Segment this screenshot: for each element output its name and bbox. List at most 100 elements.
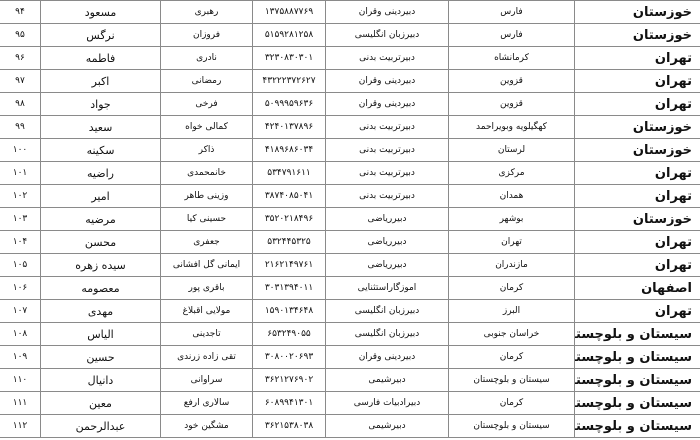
national-code-cell: ۳۰۸۰۰۲۰۶۹۳	[252, 345, 326, 369]
national-code-cell: ۶۵۳۲۴۹۰۵۵	[252, 322, 326, 346]
row-number-cell: ۱۰۸	[0, 322, 41, 346]
national-code-cell: ۴۳۲۲۲۳۷۲۶۲۷	[252, 69, 326, 93]
table-row: تهران قزوین دبیردینی وقران ۴۳۲۲۲۳۷۲۶۲۷ رمضان…	[0, 69, 700, 93]
province-cell: تهران	[574, 161, 700, 185]
table-row: تهران کرمانشاه دبیرتربیت بدنی ۳۲۳۰۸۳۰۳۰۱ ناد…	[0, 46, 700, 70]
origin-province-cell: خراسان جنوبی	[448, 322, 575, 346]
row-number-cell: ۱۰۱	[0, 161, 41, 185]
origin-province-cell: کهگیلویه وبویراحمد	[448, 115, 575, 139]
first-name-cell: فاطمه	[40, 46, 161, 70]
national-code-cell: ۳۵۲۰۲۱۸۴۹۶	[252, 207, 326, 231]
origin-province-cell: سیستان و بلوچستان	[448, 368, 575, 392]
last-name-cell: تقی زاده زرندی	[160, 345, 253, 369]
first-name-cell: سعید	[40, 115, 161, 139]
row-number-cell: ۹۷	[0, 69, 41, 93]
subject-cell: دبیردینی وقران	[325, 92, 449, 116]
last-name-cell: نادری	[160, 46, 253, 70]
last-name-cell: ذاکر	[160, 138, 253, 162]
first-name-cell: نرگس	[40, 23, 161, 47]
province-cell: سیستان و بلوچستان	[574, 391, 700, 415]
origin-province-cell: بوشهر	[448, 207, 575, 231]
subject-cell: دبیرتربیت بدنی	[325, 46, 449, 70]
first-name-cell: راضیه	[40, 161, 161, 185]
origin-province-cell: کرمانشاه	[448, 46, 575, 70]
origin-province-cell: قزوین	[448, 92, 575, 116]
last-name-cell: فرخی	[160, 92, 253, 116]
origin-province-cell: لرستان	[448, 138, 575, 162]
origin-province-cell: کرمان	[448, 391, 575, 415]
first-name-cell: سکینه	[40, 138, 161, 162]
origin-province-cell: البرز	[448, 299, 575, 323]
origin-province-cell: کرمان	[448, 276, 575, 300]
row-number-cell: ۱۱۲	[0, 414, 41, 438]
row-number-cell: ۱۰۲	[0, 184, 41, 208]
origin-province-cell: فارس	[448, 0, 575, 24]
last-name-cell: خانمحمدی	[160, 161, 253, 185]
subject-cell: اموزگاراستثنایی	[325, 276, 449, 300]
row-number-cell: ۱۰۷	[0, 299, 41, 323]
last-name-cell: سالاری ارفع	[160, 391, 253, 415]
province-cell: خوزستان	[574, 0, 700, 24]
last-name-cell: وزینی طاهر	[160, 184, 253, 208]
row-number-cell: ۱۰۰	[0, 138, 41, 162]
national-code-cell: ۳۶۲۱۲۷۶۹۰۲	[252, 368, 326, 392]
national-code-cell: ۳۲۳۰۸۳۰۳۰۱	[252, 46, 326, 70]
table-row: خوزستان بوشهر دبیرریاضی ۳۵۲۰۲۱۸۴۹۶ حسینی کیا…	[0, 207, 700, 231]
last-name-cell: رهبری	[160, 0, 253, 24]
row-number-cell: ۱۰۹	[0, 345, 41, 369]
first-name-cell: مهدی	[40, 299, 161, 323]
last-name-cell: جعفری	[160, 230, 253, 254]
province-cell: سیستان و بلوچستان	[574, 345, 700, 369]
subject-cell: دبیرتربیت بدنی	[325, 115, 449, 139]
row-number-cell: ۹۴	[0, 0, 41, 24]
table-row: تهران قزوین دبیردینی وقران ۵۰۹۹۹۵۹۶۳۶ فرخی جو…	[0, 92, 700, 116]
table-row: خوزستان لرستان دبیرتربیت بدنی ۴۱۸۹۶۸۶۰۳۴ ذاک…	[0, 138, 700, 162]
national-code-cell: ۱۳۷۵۸۸۷۷۶۹	[252, 0, 326, 24]
national-code-cell: ۳۰۳۱۳۹۴۰۱۱	[252, 276, 326, 300]
subject-cell: دبیرریاضی	[325, 207, 449, 231]
province-cell: خوزستان	[574, 207, 700, 231]
province-cell: خوزستان	[574, 23, 700, 47]
subject-cell: دبیرزبان انگلیسی	[325, 299, 449, 323]
province-cell: تهران	[574, 299, 700, 323]
row-number-cell: ۱۰۵	[0, 253, 41, 277]
last-name-cell: ایمانی گل افشانی	[160, 253, 253, 277]
subject-cell: دبیردینی وقران	[325, 345, 449, 369]
row-number-cell: ۹۹	[0, 115, 41, 139]
subject-cell: دبیرتربیت بدنی	[325, 138, 449, 162]
province-cell: تهران	[574, 184, 700, 208]
row-number-cell: ۹۸	[0, 92, 41, 116]
row-number-cell: ۱۰۶	[0, 276, 41, 300]
first-name-cell: معین	[40, 391, 161, 415]
national-code-cell: ۳۸۷۴۰۸۵۰۴۱	[252, 184, 326, 208]
origin-province-cell: سیستان و بلوچستان	[448, 414, 575, 438]
last-name-cell: سراوانی	[160, 368, 253, 392]
origin-province-cell: قزوین	[448, 69, 575, 93]
table-row: اصفهان کرمان اموزگاراستثنایی ۳۰۳۱۳۹۴۰۱۱ باقر…	[0, 276, 700, 300]
province-cell: اصفهان	[574, 276, 700, 300]
province-cell: خوزستان	[574, 138, 700, 162]
table-row: تهران البرز دبیرزبان انگلیسی ۱۵۹۰۱۳۴۶۴۸ مولا…	[0, 299, 700, 323]
row-number-cell: ۱۰۳	[0, 207, 41, 231]
national-code-cell: ۴۱۸۹۶۸۶۰۳۴	[252, 138, 326, 162]
origin-province-cell: مازندران	[448, 253, 575, 277]
first-name-cell: عبدالرحمن	[40, 414, 161, 438]
first-name-cell: جواد	[40, 92, 161, 116]
row-number-cell: ۱۱۱	[0, 391, 41, 415]
origin-province-cell: همدان	[448, 184, 575, 208]
province-cell: تهران	[574, 92, 700, 116]
subject-cell: دبیردینی وقران	[325, 69, 449, 93]
row-number-cell: ۱۱۰	[0, 368, 41, 392]
province-cell: سیستان و بلوچستان	[574, 322, 700, 346]
first-name-cell: امیر	[40, 184, 161, 208]
origin-province-cell: فارس	[448, 23, 575, 47]
table-row: خوزستان فارس دبیردینی وقران ۱۳۷۵۸۸۷۷۶۹ رهبری…	[0, 0, 700, 24]
table-row: تهران همدان دبیرتربیت بدنی ۳۸۷۴۰۸۵۰۴۱ وزینی …	[0, 184, 700, 208]
subject-cell: دبیرزبان انگلیسی	[325, 23, 449, 47]
subject-cell: دبیرتربیت بدنی	[325, 161, 449, 185]
row-number-cell: ۹۶	[0, 46, 41, 70]
subject-cell: دبیردینی وقران	[325, 0, 449, 24]
table-row: تهران تهران دبیرریاضی ۵۳۲۴۴۵۳۲۵ جعفری محسن ۱۰۴	[0, 230, 700, 254]
last-name-cell: باقری پور	[160, 276, 253, 300]
table-row: خوزستان فارس دبیرزبان انگلیسی ۵۱۵۹۲۸۱۲۵۸ فرو…	[0, 23, 700, 47]
